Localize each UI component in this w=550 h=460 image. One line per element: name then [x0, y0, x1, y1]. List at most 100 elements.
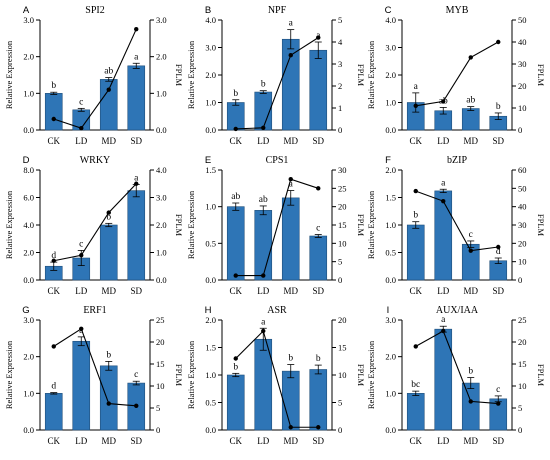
x-tick-label: CK [229, 286, 242, 296]
significance-label: b [316, 354, 321, 364]
bar [226, 102, 245, 131]
fplm-point [316, 425, 321, 430]
y-tick-label: 0.0 [205, 275, 216, 285]
y-tick-label: 0.0 [23, 125, 34, 135]
fplm-point [233, 126, 238, 132]
bar [309, 369, 328, 431]
y-tick-label: 1.0 [385, 388, 396, 398]
y-tick-label: 1.0 [385, 220, 396, 230]
y-tick-label: 0.5 [205, 398, 216, 408]
bar [127, 190, 146, 281]
y2-tick-label: 25 [338, 183, 347, 193]
y-tick-label: 2.0 [385, 165, 396, 175]
significance-label: a [441, 178, 446, 188]
y-tick-label: 1.0 [205, 98, 216, 108]
y2-tick-label: 30 [518, 220, 527, 230]
y2-tick-label: 10 [338, 238, 347, 248]
significance-label: c [134, 370, 138, 380]
y2-tick-label: 10 [518, 381, 527, 391]
bar [281, 197, 300, 281]
panel-title: ASR [267, 305, 287, 316]
x-tick-label: MD [101, 436, 116, 446]
y2-tick-label: 2.0 [156, 220, 167, 230]
y2-tick-label: 5 [338, 15, 342, 25]
panel-title: bZIP [447, 155, 467, 166]
y2-axis-label: FPLM [174, 214, 184, 237]
significance-label: c [316, 224, 320, 234]
panel-b: 0.0 1.0 2.0 3.0 4.0 0 1 2 3 4 5 B NPF Relative Expres… [186, 5, 366, 146]
panel-letter: D [23, 155, 30, 166]
y-tick-label: 8.0 [23, 165, 34, 175]
y-tick-label: 0.0 [205, 425, 216, 435]
y-tick-label: 3.0 [385, 43, 396, 53]
significance-label: a [289, 180, 294, 190]
x-tick-label: MD [101, 136, 116, 146]
fplm-line [53, 327, 137, 407]
y2-tick-label: 2.0 [156, 52, 167, 62]
bar [281, 38, 300, 131]
bar [406, 393, 425, 431]
fplm-point [413, 344, 418, 349]
fplm-point [79, 253, 84, 258]
bar [72, 340, 91, 431]
panel-c: 0.0 1.0 2.0 3.0 4.0 0 10 20 30 40 50 C MYB Relative E… [366, 5, 546, 146]
significance-label: b [233, 89, 238, 99]
x-tick-label: SD [130, 436, 142, 446]
significance-label: a [134, 173, 139, 183]
y-tick-label: 3.0 [205, 43, 216, 53]
significance-label: a [289, 19, 294, 29]
x-tick-label: LD [437, 136, 449, 146]
y-axis-label: Relative Expression [366, 190, 376, 259]
fplm-line [53, 28, 137, 129]
x-tick-label: LD [257, 436, 269, 446]
bar [226, 206, 245, 281]
fplm-point [79, 326, 84, 331]
bar [281, 370, 300, 431]
x-tick-label: CK [229, 136, 242, 146]
y2-tick-label: 25 [518, 315, 527, 325]
y-tick-label: 4.0 [23, 220, 34, 230]
y2-tick-label: 0 [338, 125, 342, 135]
y-tick-label: 0.5 [385, 248, 396, 258]
y-tick-label: 1.0 [23, 88, 34, 98]
fplm-point [134, 26, 139, 32]
bar [461, 108, 480, 131]
fplm-point [316, 35, 321, 40]
panel-d: 0.0 2.0 4.0 6.0 8.0 0.0 1.0 2.0 3.0 4.0 D WRKY Relat… [4, 155, 184, 296]
x-tick-label: LD [75, 436, 87, 446]
x-tick-label: MD [463, 286, 478, 296]
fplm-point [468, 399, 473, 404]
fplm-line [415, 41, 499, 107]
fplm-point [79, 125, 84, 131]
y2-tick-label: 5 [156, 403, 160, 413]
x-tick-label: SD [312, 136, 324, 146]
y-axis-label: Relative Expression [186, 340, 196, 409]
fplm-point [441, 99, 446, 104]
significance-label: c [496, 385, 500, 395]
fplm-point [51, 258, 56, 263]
panel-letter: H [205, 305, 212, 316]
fplm-point [233, 273, 238, 278]
y2-tick-label: 40 [518, 202, 527, 212]
x-tick-label: SD [312, 286, 324, 296]
y-tick-label: 6.0 [23, 193, 34, 203]
y-tick-label: 2.0 [23, 352, 34, 362]
panel-e: 0.0 0.5 1.0 1.5 0 5 10 15 20 25 30 E CPS1 Relative Ex… [186, 155, 366, 296]
y2-axis-label: FPLM [356, 364, 366, 387]
y2-axis-label: FPLM [536, 214, 546, 237]
x-tick-label: MD [463, 436, 478, 446]
y2-tick-label: 3.0 [156, 15, 167, 25]
bar [99, 365, 118, 431]
panel-letter: B [205, 5, 211, 16]
y-tick-label: 0.0 [23, 275, 34, 285]
significance-label: d [496, 247, 501, 257]
y-tick-label: 3.0 [23, 15, 34, 25]
significance-label: d [51, 382, 56, 392]
x-tick-label: CK [409, 136, 422, 146]
y2-tick-label: 20 [518, 238, 527, 248]
y2-axis-label: FPLM [536, 64, 546, 87]
y-tick-label: 1.5 [205, 343, 216, 353]
panel-letter: I [387, 305, 390, 316]
y-tick-label: 0.0 [385, 425, 396, 435]
y-tick-label: 2.0 [205, 315, 216, 325]
